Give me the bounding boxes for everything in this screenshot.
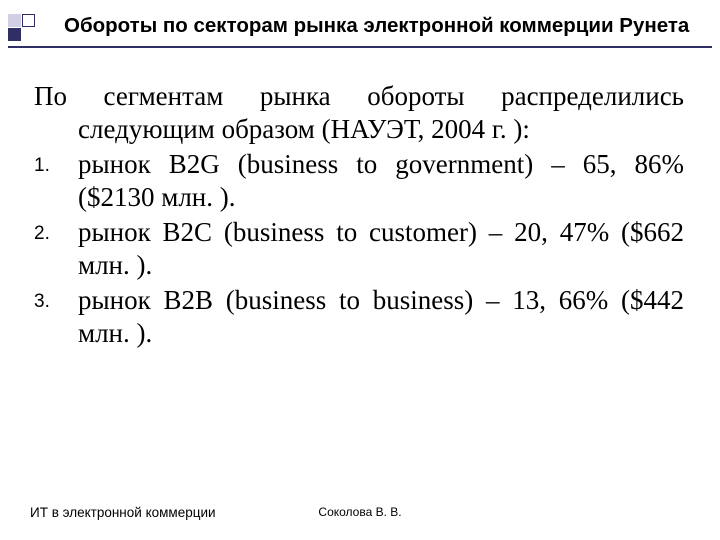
slide: Обороты по секторам рынка электронной ко… [0,0,720,540]
corner-decoration [8,14,50,44]
intro-paragraph: По сегментам рынка обороты распределилис… [34,80,684,146]
numbered-list: рынок B2G (business to government) – 65,… [34,148,684,350]
list-item: рынок B2G (business to government) – 65,… [34,148,684,214]
list-item: рынок B2C (business to customer) – 20, 4… [34,216,684,282]
footer-left-text: ИТ в электронной коммерции [30,505,216,520]
slide-title: Обороты по секторам рынка электронной ко… [64,14,690,38]
title-rule [8,46,712,48]
list-item: рынок B2B (business to business) – 13, 6… [34,284,684,350]
footer-center-text: Соколова В. В. [318,505,401,519]
deco-square-icon [8,28,21,41]
deco-square-icon [8,14,21,27]
slide-body: По сегментам рынка обороты распределилис… [30,80,690,350]
slide-footer: ИТ в электронной коммерции Соколова В. В… [30,505,690,520]
deco-square-icon [22,14,35,27]
